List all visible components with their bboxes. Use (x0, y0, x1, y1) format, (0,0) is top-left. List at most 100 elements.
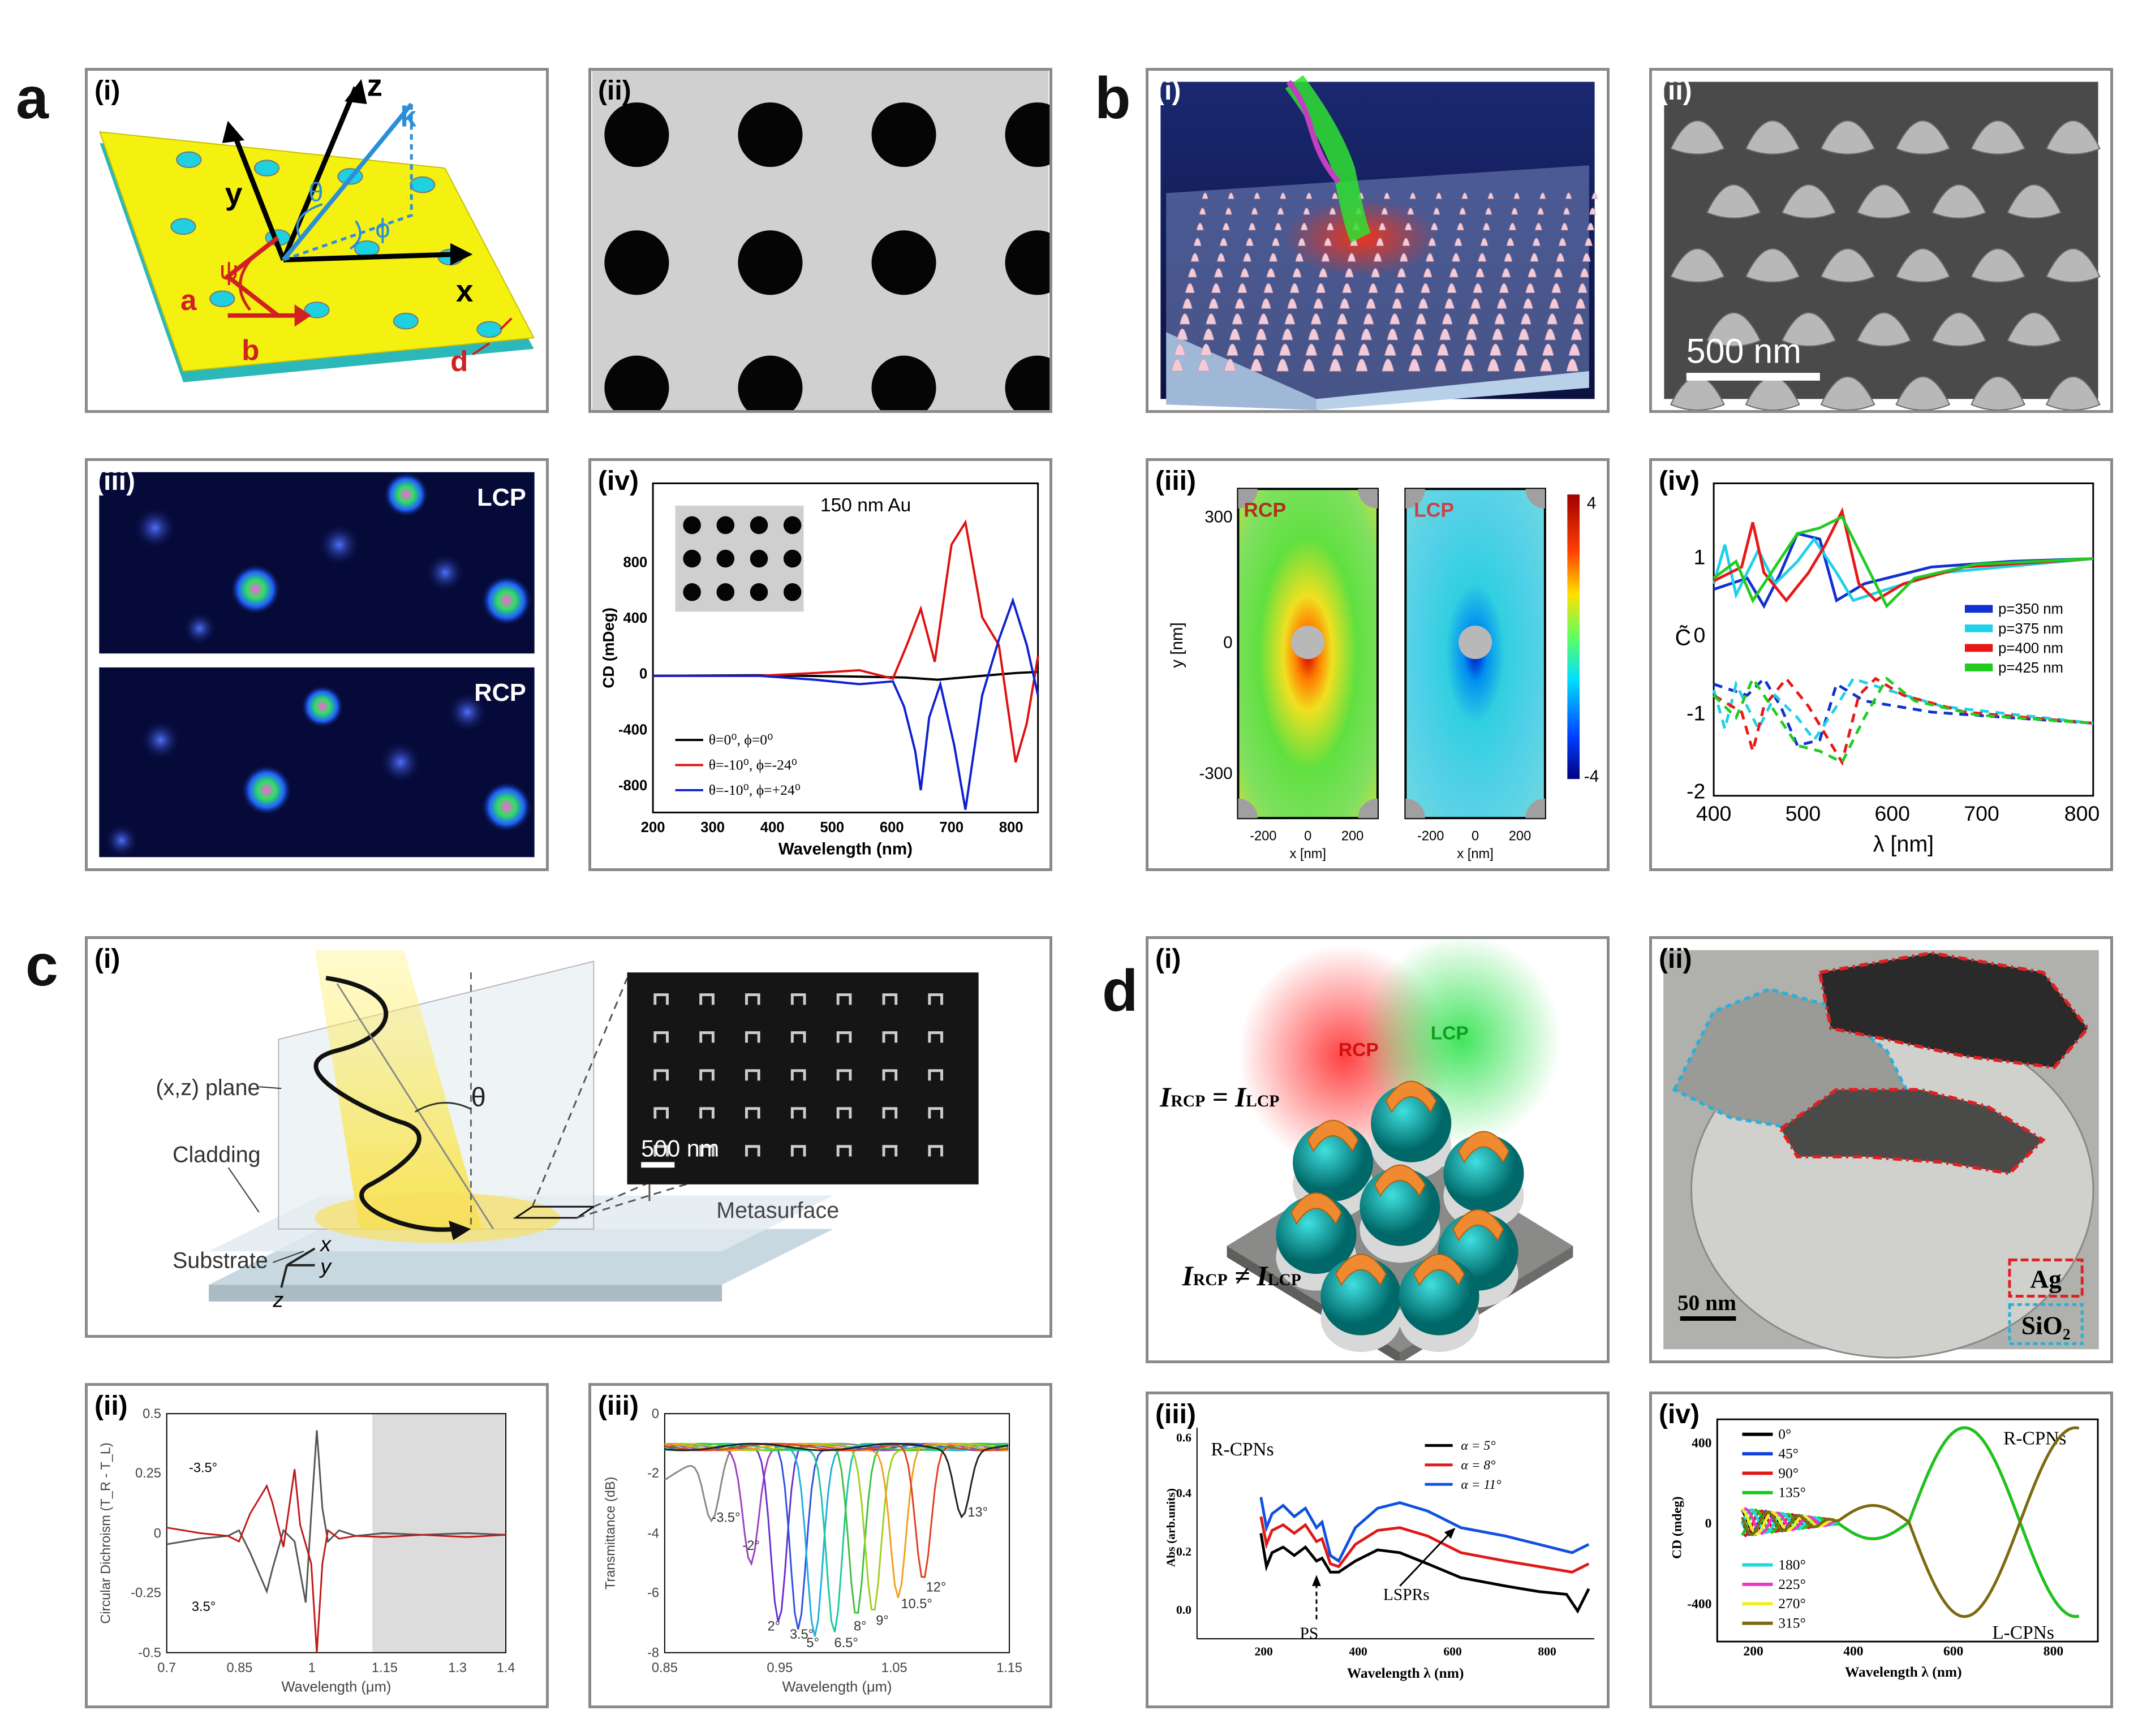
svg-text:3.5°: 3.5° (790, 1627, 814, 1642)
cone (1174, 343, 1186, 356)
cone (1373, 253, 1382, 262)
cone (1306, 192, 1313, 199)
cone (1437, 343, 1449, 356)
meta-cell (745, 1069, 760, 1081)
cone (1518, 328, 1530, 341)
cone (1361, 328, 1372, 341)
svg-text:500: 500 (1786, 802, 1821, 825)
cone (1347, 253, 1356, 262)
cd-curve (1741, 1426, 2079, 1618)
cone (1547, 313, 1558, 325)
svg-text:200: 200 (1509, 829, 1531, 844)
cone (1549, 298, 1560, 309)
sem-cone (1895, 248, 1951, 283)
cone (1292, 268, 1302, 278)
cone (1566, 359, 1579, 372)
cone (1478, 253, 1487, 262)
cone (1444, 298, 1455, 309)
svg-text:p=400 nm: p=400 nm (1998, 640, 2063, 656)
cone (1182, 298, 1193, 309)
meta-cell (882, 1145, 898, 1157)
svg-text:-2: -2 (1687, 779, 1705, 803)
cone (1185, 283, 1195, 294)
cone (1513, 192, 1520, 199)
sub-label: (ii) (1659, 76, 1692, 106)
svg-text:400: 400 (1696, 802, 1732, 825)
cone (1428, 238, 1436, 246)
cone (1190, 253, 1199, 262)
svg-text:-300: -300 (1199, 764, 1232, 783)
sem-cone (1931, 312, 1987, 347)
field-maps: LCP RCP (99, 472, 535, 858)
cone (1485, 208, 1492, 215)
svg-text:α = 8°: α = 8° (1461, 1458, 1496, 1473)
panel-a-iv: (iv) 150 nm Au 800 400 0 -400 -800 200 300 … (588, 458, 1052, 871)
meta-cell (882, 993, 898, 1005)
meta-cell (836, 1107, 852, 1119)
sub-label: (iv) (1659, 1399, 1700, 1429)
svg-text:400: 400 (623, 610, 647, 626)
cone (1532, 238, 1541, 246)
cone (1277, 208, 1284, 215)
sem-cone (2006, 184, 2062, 219)
sem-cone (1670, 376, 1725, 410)
cone (1523, 298, 1533, 309)
transmittance-curve (664, 1442, 1009, 1523)
meta-cell (790, 1107, 806, 1119)
svg-text:0.2: 0.2 (1176, 1545, 1191, 1558)
cone (1463, 343, 1475, 356)
svg-text:700: 700 (1964, 802, 1999, 825)
ag-cap (1290, 1192, 1342, 1225)
cone (1303, 208, 1310, 215)
inset-label: 150 nm Au (820, 495, 911, 516)
cone (1573, 313, 1584, 325)
svg-text:Ag: Ag (2030, 1265, 2062, 1294)
cone (1423, 268, 1432, 278)
panel-b-iii: (iii) 4 -4 RCP LC (1146, 458, 1610, 871)
cone (1334, 328, 1346, 341)
cone (1329, 208, 1336, 215)
cone (1214, 268, 1223, 278)
cone (1556, 253, 1565, 262)
d-label: d (450, 345, 468, 377)
panel-label-c: c (25, 933, 58, 998)
cone (1234, 298, 1245, 309)
cone (1490, 343, 1502, 356)
transmittance-curve (664, 1442, 1009, 1622)
svg-text:0: 0 (652, 1406, 659, 1421)
cone (1459, 208, 1466, 215)
sub-label: (i) (1155, 76, 1181, 106)
cone (1439, 328, 1451, 341)
scale-bar-label: 500 nm (1687, 331, 1801, 370)
cone (1433, 208, 1440, 215)
cone (1413, 328, 1425, 341)
svg-text:x [nm]: x [nm] (1457, 847, 1493, 861)
svg-text:0.6: 0.6 (1176, 1431, 1191, 1444)
cone (1571, 328, 1582, 341)
cone (1253, 343, 1265, 356)
cone (1193, 238, 1202, 246)
cone (1506, 238, 1515, 246)
psi-label: ψ (220, 256, 239, 286)
cone (1378, 222, 1386, 231)
cone (1586, 222, 1594, 231)
cone (1308, 328, 1319, 341)
cone (1266, 268, 1276, 278)
cone (1274, 222, 1282, 231)
svg-text:-400: -400 (618, 722, 647, 738)
cone (1511, 208, 1518, 215)
svg-text:400: 400 (1692, 1436, 1711, 1450)
cone (1199, 208, 1206, 215)
meta-cell (745, 1107, 760, 1119)
meta-cell (790, 1069, 806, 1081)
sem-cone (1971, 248, 2026, 283)
panel-b-ii: (ii) 500 nm (1649, 68, 2113, 413)
svg-text:R-CPNs: R-CPNs (2003, 1428, 2066, 1449)
svg-text:500: 500 (820, 820, 844, 835)
cone (1258, 313, 1269, 325)
svg-text:Substrate: Substrate (173, 1248, 268, 1273)
panel-d-ii: (ii) 50 nm Ag SiO₂ (1649, 936, 2113, 1363)
cone (1456, 222, 1464, 231)
cone (1179, 313, 1190, 325)
